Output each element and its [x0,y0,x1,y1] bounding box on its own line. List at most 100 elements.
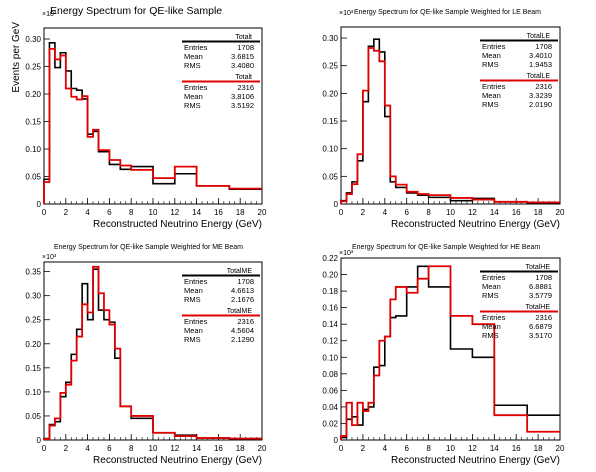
x-tick-label: 12 [170,444,179,453]
x-tick-label: 20 [258,444,267,453]
x-tick-label: 14 [192,208,201,217]
chart-title: Energy Spectrum for QE-like Sample Weigh… [352,244,540,251]
x-tick-label: 12 [468,444,477,453]
stats-row-value: 1.9453 [529,60,552,69]
y-tick-label: 0.15 [25,118,41,127]
stats-box-name: TotalLE [527,33,551,40]
x-tick-label: 12 [170,208,179,217]
stats-box: TotalME Entries 2316 Mean 4.5604 RMS 2.1290 [182,308,260,344]
histogram-series-red [43,48,262,204]
stats-row-label: RMS [482,60,499,69]
x-tick-label: 10 [149,208,158,217]
x-tick-label: 10 [446,444,455,453]
axis-exponent-label: ×10³ [339,10,354,17]
stats-row-label: RMS [482,291,499,300]
y-tick-label: 0.22 [322,254,338,263]
stats-box: TotalLE Entries 2316 Mean 3.3239 RMS 2.0190 [480,73,558,109]
stats-row-label: RMS [184,295,201,304]
stats-row-label: RMS [482,100,499,109]
y-tick-label: 0.30 [25,292,41,301]
y-tick-label: 0 [334,436,339,445]
stats-box: Totalt Entries 2316 Mean 3.8106 RMS 3.5192 [182,74,260,110]
x-tick-label: 20 [556,444,565,453]
stats-row-value: 3.8106 [231,92,254,101]
stats-box-name: TotalHE [525,304,550,311]
x-tick-label: 4 [383,444,388,453]
chart-panel-4: Energy Spectrum for QE-like Sample Weigh… [322,244,565,466]
stats-box-name: Totalt [235,74,252,81]
x-tick-label: 2 [64,208,69,217]
stats-row-value: 1708 [535,273,552,282]
y-tick-label: 0.04 [322,403,338,412]
y-tick-label: 0.05 [25,412,41,421]
chart-panel-1: Energy Spectrum for QE-like Sample×10³ 0 2… [11,5,267,230]
x-tick-label: 0 [42,444,47,453]
stats-box: TotalLE Entries 1708 Mean 3.4010 RMS 1.9453 [480,33,558,69]
stats-row-value: 4.6613 [231,286,254,295]
axis-exponent-label: ×10³ [339,250,354,257]
stats-row-value: 2.1290 [231,335,254,344]
chart-panel-3: Energy Spectrum for QE-like Sample Weigh… [25,244,267,466]
y-tick-label: 0 [37,436,42,445]
x-axis-label: Reconstructed Neutrino Energy (GeV) [93,455,262,466]
stats-row-value: 2316 [237,317,254,326]
x-tick-label: 6 [404,444,409,453]
y-tick-label: 0 [37,200,42,209]
stats-box: Totalt Entries 1708 Mean 3.6815 RMS 3.4080 [182,34,260,70]
stats-box: TotalHE Entries 2316 Mean 6.6879 RMS 3.5170 [480,304,558,340]
y-axis-label: Events per GeV [11,22,22,93]
x-tick-label: 14 [490,444,499,453]
plot-frame [340,26,561,205]
y-tick-label: 0.25 [25,316,41,325]
y-tick-label: 0.20 [25,340,41,349]
x-tick-label: 16 [512,208,521,217]
x-tick-label: 8 [426,208,431,217]
stats-box-name: TotalME [227,308,253,315]
stats-row-label: Entries [184,83,208,92]
y-tick-label: 0.20 [25,90,41,99]
x-tick-label: 4 [85,208,90,217]
x-tick-label: 20 [258,208,267,217]
y-tick-label: 0.05 [25,173,41,182]
x-tick-label: 4 [85,444,90,453]
histogram-series-black [340,38,560,204]
stats-row-label: RMS [184,335,201,344]
stats-row-value: 2316 [535,82,552,91]
x-tick-label: 6 [107,208,112,217]
stats-row-value: 3.4010 [529,51,552,60]
stats-box: TotalHE Entries 1708 Mean 6.8881 RMS 3.5779 [480,264,558,300]
x-tick-label: 2 [361,208,366,217]
x-tick-label: 20 [556,208,565,217]
y-tick-label: 0 [334,200,339,209]
y-tick-label: 0.20 [322,271,338,280]
y-tick-label: 0.25 [25,63,41,72]
stats-row-value: 3.4080 [231,61,254,70]
y-tick-label: 0.02 [322,419,338,428]
stats-row-label: Entries [184,277,208,286]
x-axis-label: Reconstructed Neutrino Energy (GeV) [391,219,560,230]
stats-row-label: Mean [482,322,501,331]
y-tick-label: 0.05 [322,172,338,181]
y-tick-label: 0.16 [322,304,338,313]
x-tick-label: 2 [361,444,366,453]
x-tick-label: 2 [64,444,69,453]
stats-row-value: 3.3239 [529,91,552,100]
y-tick-label: 0.15 [322,117,338,126]
x-tick-label: 16 [512,444,521,453]
x-tick-label: 18 [534,208,543,217]
stats-box-name: Totalt [235,34,252,41]
stats-row-value: 3.5779 [529,291,552,300]
stats-row-label: Entries [184,317,208,326]
stats-row-label: Entries [482,273,506,282]
x-tick-label: 0 [42,208,47,217]
stats-row-label: RMS [482,331,499,340]
stats-row-label: Entries [184,43,208,52]
stats-row-label: Entries [482,82,506,91]
histogram-series-black [43,42,262,204]
stats-row-label: Mean [482,282,501,291]
axis-exponent-label: ×10³ [42,11,57,18]
y-tick-label: 0.10 [322,145,338,154]
stats-row-value: 2316 [535,313,552,322]
stats-row-label: Mean [482,51,501,60]
x-axis-label: Reconstructed Neutrino Energy (GeV) [391,455,560,466]
